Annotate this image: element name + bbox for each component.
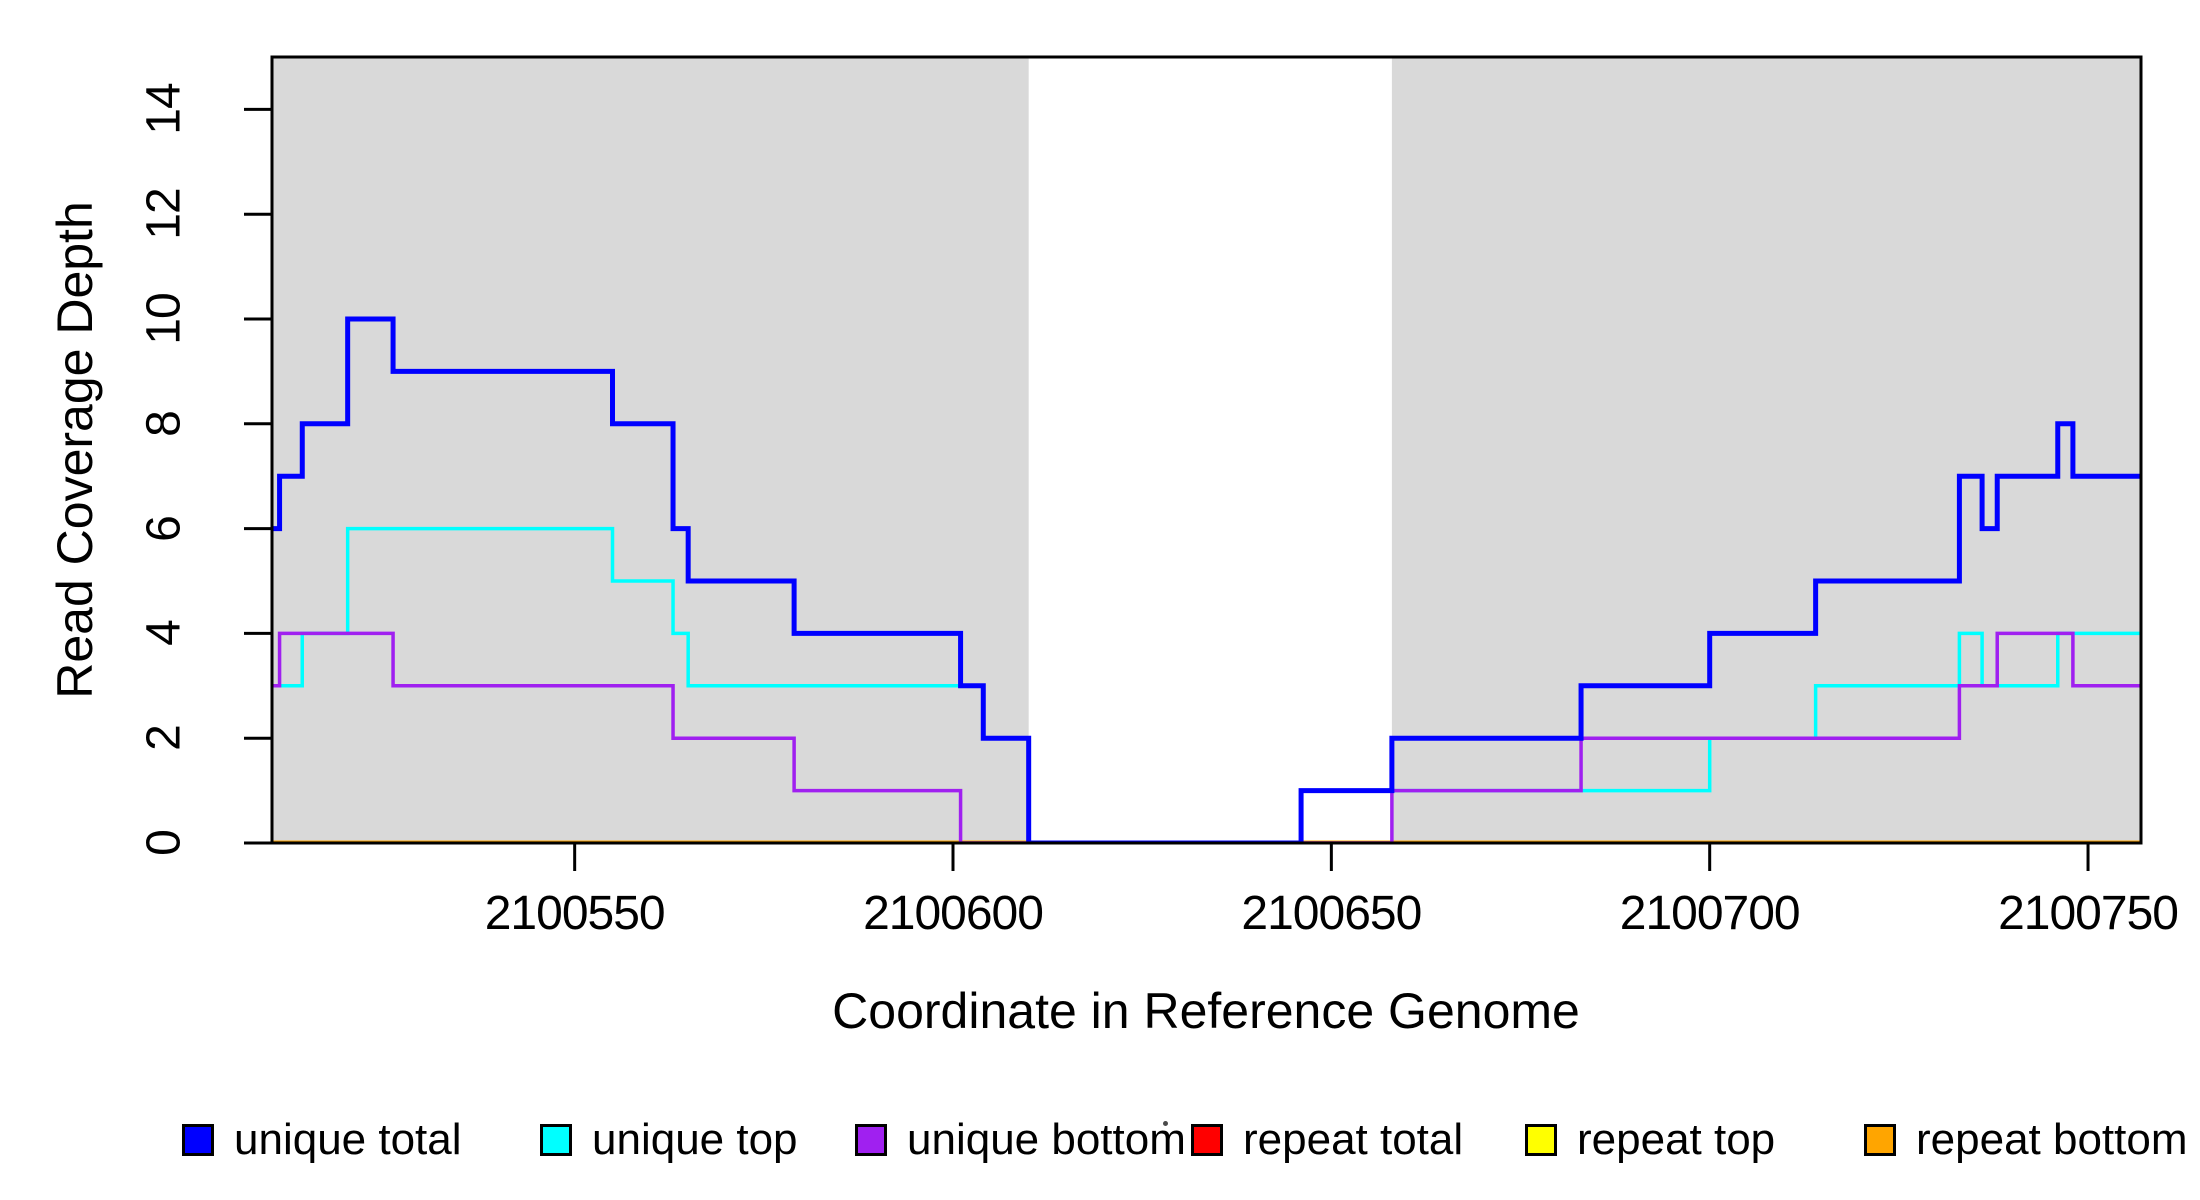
x-tick-label: 2100750 bbox=[1998, 887, 2179, 940]
y-tick-label: 8 bbox=[137, 410, 191, 437]
y-axis-title: Read Coverage Depth bbox=[47, 201, 103, 699]
y-tick-label: 0 bbox=[137, 830, 191, 856]
series-line-unique-total bbox=[272, 316, 2141, 843]
y-tick-label: 10 bbox=[137, 293, 191, 345]
series-line-unique-bottom bbox=[272, 631, 2141, 843]
shaded-region bbox=[272, 57, 1029, 843]
shaded-region bbox=[1391, 57, 2141, 843]
x-axis-title: Coordinate in Reference Genome bbox=[832, 983, 1580, 1039]
x-tick-label: 2100600 bbox=[863, 887, 1044, 940]
y-tick-label: 14 bbox=[137, 83, 191, 136]
y-tick-label: 12 bbox=[137, 188, 191, 240]
y-tick-label: 4 bbox=[137, 620, 191, 647]
y-tick-label: 2 bbox=[137, 725, 191, 752]
x-tick-label: 2100650 bbox=[1241, 887, 1422, 940]
stray-dot-artifact bbox=[1163, 1121, 1168, 1126]
x-tick-label: 2100700 bbox=[1619, 887, 1801, 940]
plot-border bbox=[270, 55, 2143, 845]
x-tick-label: 2100550 bbox=[484, 887, 666, 940]
y-tick-label: 6 bbox=[137, 515, 191, 542]
